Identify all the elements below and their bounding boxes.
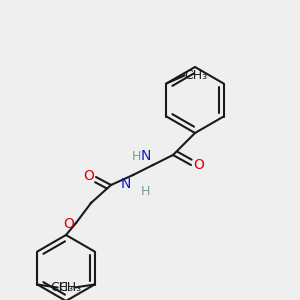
- Text: H: H: [132, 151, 141, 164]
- Text: CH₃: CH₃: [58, 281, 82, 294]
- Text: N: N: [141, 149, 151, 163]
- Text: O: O: [193, 158, 204, 172]
- Text: N: N: [121, 177, 131, 191]
- Text: O: O: [83, 169, 94, 183]
- Text: CH₃: CH₃: [184, 69, 208, 82]
- Text: CH₃: CH₃: [50, 281, 74, 294]
- Text: O: O: [63, 217, 74, 231]
- Text: H: H: [141, 185, 150, 198]
